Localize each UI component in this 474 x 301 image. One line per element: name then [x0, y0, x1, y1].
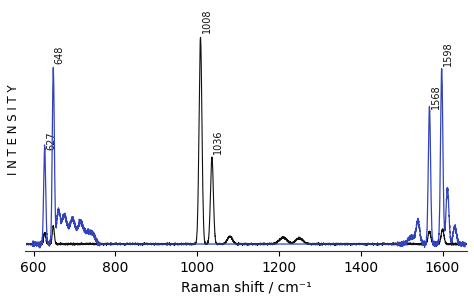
X-axis label: Raman shift / cm⁻¹: Raman shift / cm⁻¹	[181, 280, 311, 294]
Text: 1598: 1598	[443, 42, 453, 66]
Text: 627: 627	[46, 131, 56, 150]
Text: 1568: 1568	[431, 85, 441, 109]
Text: 648: 648	[55, 46, 64, 64]
Text: 1008: 1008	[202, 8, 212, 33]
Y-axis label: I N T E N S I T Y: I N T E N S I T Y	[7, 84, 20, 175]
Text: 1036: 1036	[213, 129, 223, 154]
